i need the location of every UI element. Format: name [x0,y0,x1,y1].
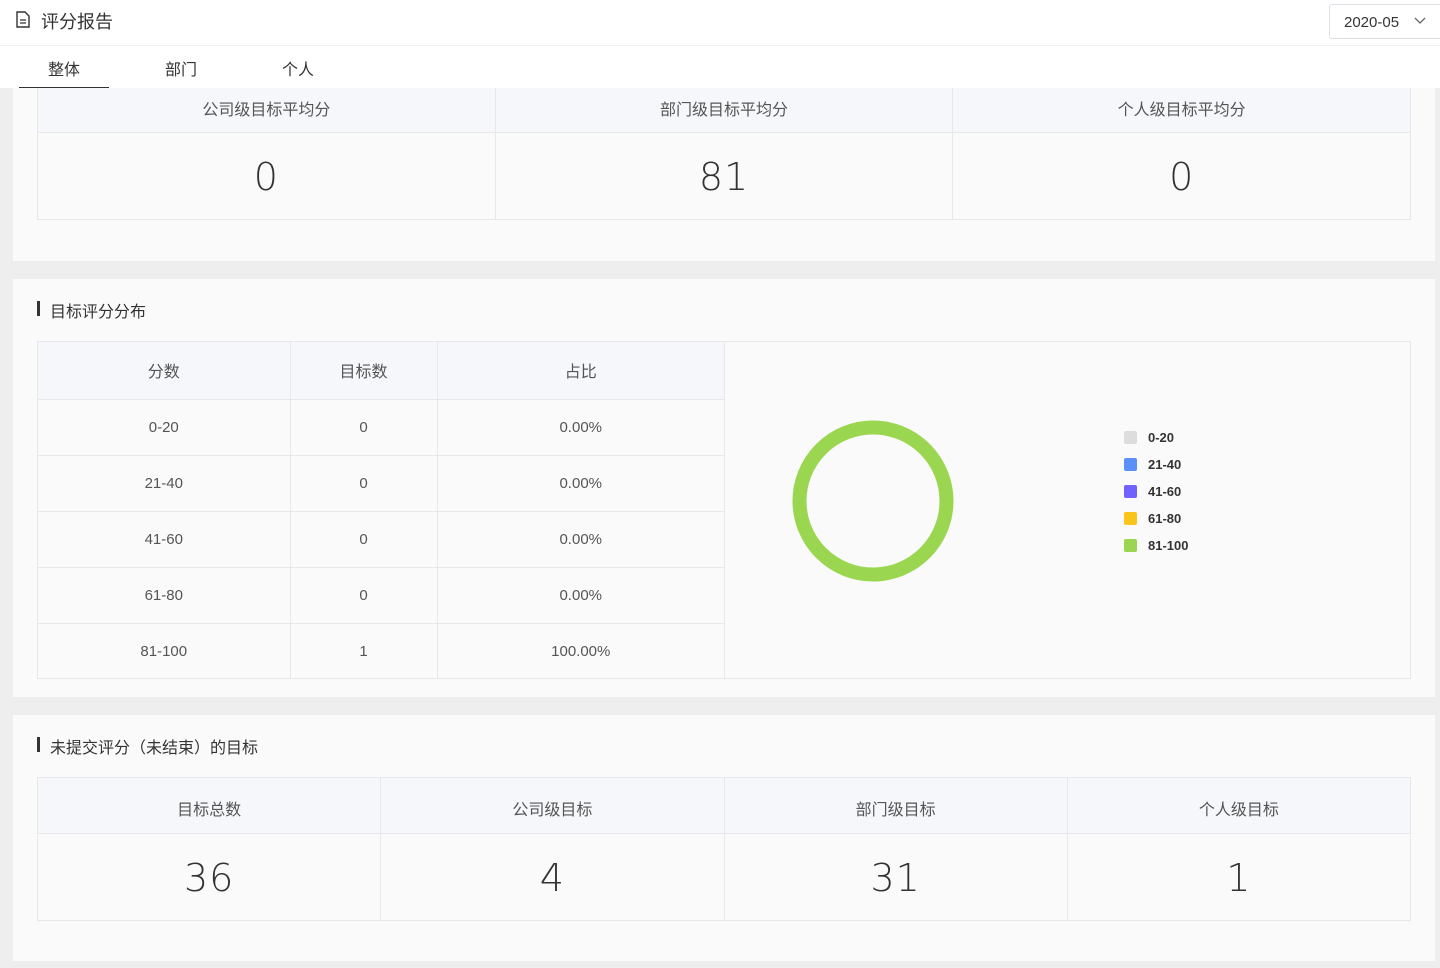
goal-count: 0 [290,511,438,568]
department-goals-value: 31 [870,856,921,900]
legend-label: 81-100 [1148,538,1189,553]
distribution-card: 目标评分分布 分数 目标数 占比 0-20 0 0.00% 21-40 0 [13,279,1435,697]
tab-department[interactable]: 部门 [164,62,197,79]
goal-count: 0 [290,399,438,456]
goal-count: 0 [290,567,438,624]
score-range: 81-100 [38,623,291,679]
donut-slice-81-100[interactable] [792,420,954,582]
personal-average-value: 0 [1169,155,1195,199]
legend-label: 0-20 [1148,430,1175,445]
goal-count: 0 [290,455,438,512]
column-header: 部门级目标平均分 [495,88,953,133]
score-range: 61-80 [38,567,291,624]
distribution-table: 分数 目标数 占比 0-20 0 0.00% 21-40 0 0.00% 41-… [38,342,724,679]
table-row: 81-100 1 100.00% [38,623,724,679]
legend-swatch [1124,512,1137,525]
percentage: 100.00% [551,642,611,660]
average-score-table: 公司级目标平均分 0 部门级目标平均分 81 个人级目标平均分 0 [37,88,1411,220]
company-goals-column: 公司级目标 4 [381,778,725,920]
tab-bar: 整体 部门 个人 [0,46,1440,89]
page-title: 评分报告 [41,12,113,32]
score-range: 41-60 [38,511,291,568]
document-icon [16,11,30,28]
column-header: 公司级目标平均分 [38,88,495,133]
month-select[interactable]: 2020-05 [1329,4,1440,39]
score-donut-chart [792,420,954,582]
month-select-value: 2020-05 [1344,14,1400,31]
chevron-down-icon [1414,17,1426,24]
company-goals-value: 4 [539,856,565,900]
divider [724,342,725,680]
section-title: 未提交评分（未结束）的目标 [37,734,258,758]
tab-overall[interactable]: 整体 [19,46,109,89]
legend-item-0-20[interactable]: 0-20 [1124,424,1188,451]
legend-swatch [1124,431,1137,444]
column-header: 分数 [38,342,291,400]
distribution-panel: 分数 目标数 占比 0-20 0 0.00% 21-40 0 0.00% 41-… [37,341,1411,680]
percentage: 0.00% [437,455,724,512]
department-goals-column: 部门级目标 31 [724,778,1068,920]
unsubmitted-goals-card: 未提交评分（未结束）的目标 目标总数 36 公司级目标 4 部门级目标 31 个… [13,715,1435,961]
legend-label: 21-40 [1148,457,1182,472]
average-score-card: 公司级目标平均分 0 部门级目标平均分 81 个人级目标平均分 0 [13,88,1435,261]
table-row: 0-20 0 0.00% [38,399,724,456]
column-header: 个人级目标平均分 [953,88,1411,133]
personal-average-column: 个人级目标平均分 0 [953,88,1411,219]
score-range: 0-20 [38,399,291,456]
personal-goals-value: 1 [1226,856,1252,900]
percentage: 0.00% [437,511,724,568]
table-row: 61-80 0 0.00% [38,567,724,624]
table-row: 41-60 0 0.00% [38,511,724,568]
column-header: 个人级目标 [1067,778,1410,834]
legend-label: 41-60 [1148,484,1182,499]
personal-goals-column: 个人级目标 1 [1067,778,1410,920]
company-average-value: 0 [253,155,279,199]
chart-legend: 0-20 21-40 41-60 61-80 81-100 [1124,424,1188,559]
column-header: 部门级目标 [724,778,1067,834]
goal-count: 1 [290,623,438,679]
department-average-column: 部门级目标平均分 81 [495,88,954,219]
legend-item-81-100[interactable]: 81-100 [1124,532,1188,559]
column-header: 目标数 [290,342,438,400]
legend-item-61-80[interactable]: 61-80 [1124,505,1188,532]
score-range: 21-40 [38,455,291,512]
column-header: 公司级目标 [381,778,724,834]
legend-item-41-60[interactable]: 41-60 [1124,478,1188,505]
total-goals-column: 目标总数 36 [38,778,382,920]
legend-swatch [1124,485,1137,498]
percentage: 0.00% [437,399,724,456]
percentage: 0.00% [437,567,724,624]
section-title: 目标评分分布 [37,298,146,322]
total-goals-value: 36 [183,856,235,900]
page-header: 评分报告 2020-05 [0,0,1440,46]
column-header: 目标总数 [38,778,381,834]
legend-swatch [1124,458,1137,471]
column-header: 占比 [437,342,724,400]
company-average-column: 公司级目标平均分 0 [38,88,496,219]
legend-swatch [1124,539,1137,552]
table-row: 21-40 0 0.00% [38,455,724,512]
department-average-value: 81 [698,155,750,199]
unsubmitted-goals-table: 目标总数 36 公司级目标 4 部门级目标 31 个人级目标 1 [37,777,1411,921]
legend-label: 61-80 [1148,511,1182,526]
legend-item-21-40[interactable]: 21-40 [1124,451,1188,478]
tab-personal[interactable]: 个人 [281,62,314,79]
